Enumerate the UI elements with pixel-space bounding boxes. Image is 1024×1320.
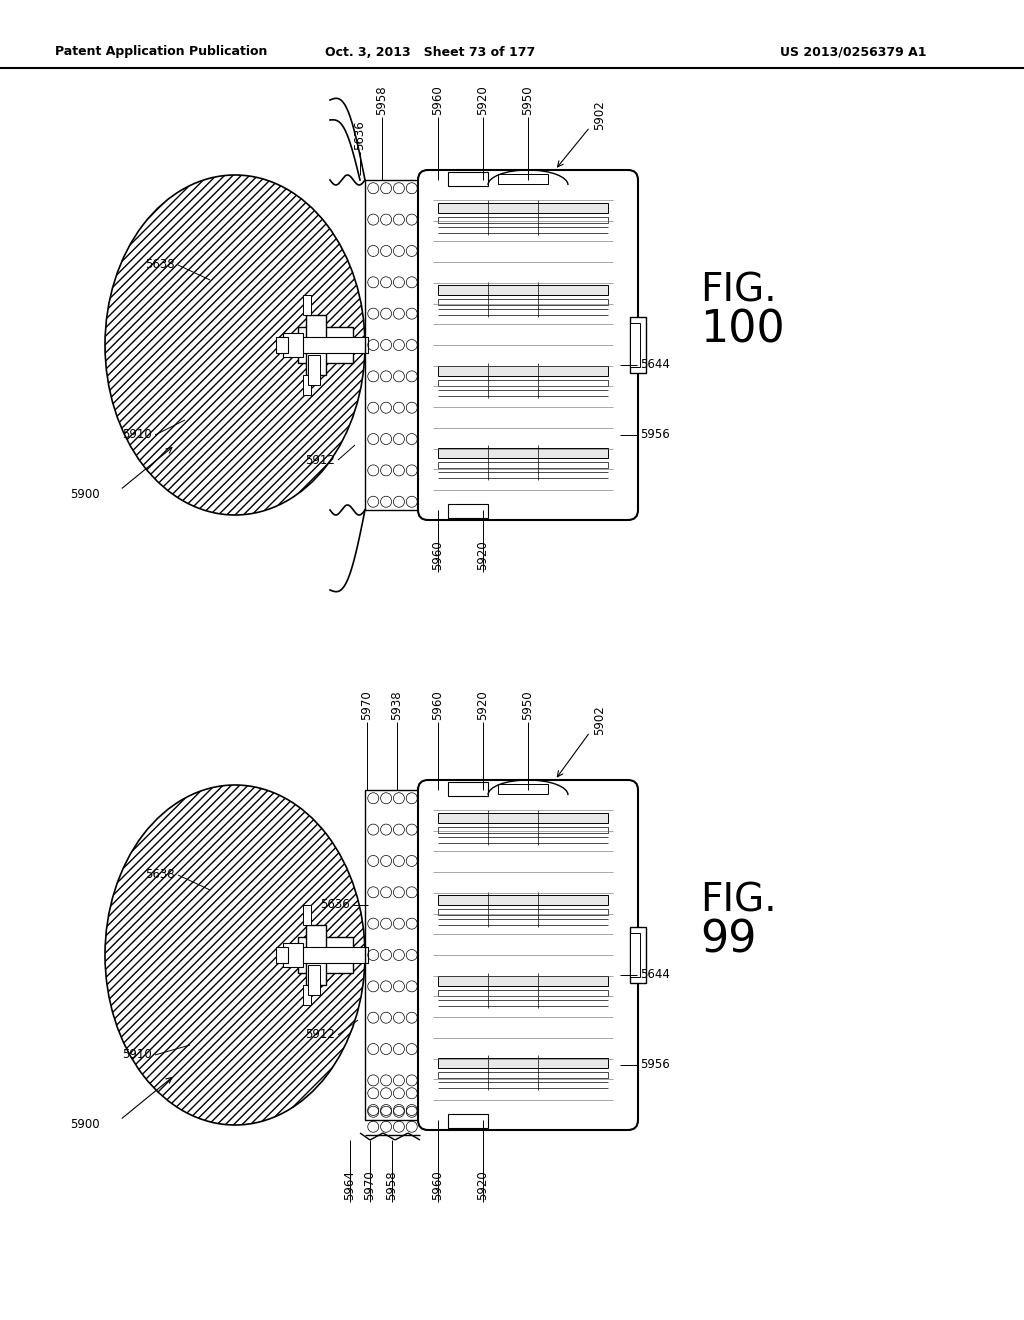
- Text: 5900: 5900: [71, 1118, 100, 1131]
- Bar: [630, 317, 646, 374]
- Ellipse shape: [105, 785, 365, 1125]
- Bar: [438, 908, 608, 915]
- Text: 5644: 5644: [640, 359, 670, 371]
- Text: 5912: 5912: [305, 454, 335, 466]
- Bar: [498, 784, 548, 795]
- Bar: [298, 327, 353, 363]
- Ellipse shape: [105, 176, 365, 515]
- Text: 5920: 5920: [476, 86, 489, 115]
- Bar: [283, 333, 303, 356]
- Text: 5958: 5958: [376, 86, 388, 115]
- Text: 5938: 5938: [390, 690, 403, 719]
- Bar: [438, 828, 608, 833]
- Text: 5902: 5902: [594, 100, 606, 129]
- Text: FIG.: FIG.: [700, 271, 776, 309]
- Text: 5960: 5960: [431, 86, 444, 115]
- Bar: [308, 965, 319, 995]
- Text: 5638: 5638: [145, 869, 175, 882]
- Text: 5644: 5644: [640, 969, 670, 982]
- Text: 5636: 5636: [353, 120, 367, 150]
- Text: 99: 99: [700, 919, 757, 961]
- Text: 5912: 5912: [305, 1028, 335, 1041]
- Bar: [306, 315, 326, 375]
- Bar: [276, 337, 288, 352]
- Bar: [303, 906, 311, 925]
- Bar: [449, 781, 488, 796]
- Text: 5970: 5970: [360, 690, 374, 719]
- Bar: [438, 380, 608, 387]
- Text: Oct. 3, 2013   Sheet 73 of 177: Oct. 3, 2013 Sheet 73 of 177: [325, 45, 536, 58]
- Text: 5950: 5950: [521, 690, 535, 719]
- FancyBboxPatch shape: [418, 780, 638, 1130]
- Bar: [293, 946, 368, 964]
- Bar: [365, 789, 420, 1119]
- Bar: [293, 337, 368, 352]
- Text: 5970: 5970: [364, 1171, 377, 1200]
- Bar: [276, 946, 288, 964]
- Text: FIG.: FIG.: [700, 880, 776, 919]
- Bar: [438, 203, 608, 213]
- Bar: [449, 504, 488, 517]
- Bar: [303, 294, 311, 315]
- Text: Patent Application Publication: Patent Application Publication: [55, 45, 267, 58]
- Bar: [303, 985, 311, 1005]
- Bar: [420, 789, 428, 1119]
- FancyBboxPatch shape: [418, 170, 638, 520]
- Bar: [630, 933, 640, 977]
- Bar: [449, 1114, 488, 1129]
- Bar: [438, 216, 608, 223]
- Bar: [438, 447, 608, 458]
- Text: 5920: 5920: [476, 540, 489, 570]
- Bar: [630, 323, 640, 367]
- Bar: [306, 925, 326, 985]
- Bar: [303, 375, 311, 395]
- Bar: [438, 1059, 608, 1068]
- Bar: [420, 180, 428, 510]
- Text: 5958: 5958: [385, 1171, 398, 1200]
- Text: 5902: 5902: [594, 705, 606, 735]
- Text: 5964: 5964: [343, 1170, 356, 1200]
- Text: 5920: 5920: [476, 690, 489, 719]
- Text: 100: 100: [700, 309, 784, 351]
- Bar: [438, 367, 608, 376]
- Text: 5960: 5960: [431, 690, 444, 719]
- Text: 5956: 5956: [640, 429, 670, 441]
- Bar: [438, 462, 608, 469]
- Text: US 2013/0256379 A1: US 2013/0256379 A1: [780, 45, 927, 58]
- Bar: [438, 1072, 608, 1078]
- Bar: [298, 937, 353, 973]
- Text: 5920: 5920: [476, 1171, 489, 1200]
- Text: 5638: 5638: [145, 259, 175, 272]
- Text: 5950: 5950: [521, 86, 535, 115]
- Text: 5910: 5910: [122, 1048, 152, 1061]
- Text: 5960: 5960: [431, 1171, 444, 1200]
- Bar: [283, 942, 303, 968]
- Bar: [438, 895, 608, 904]
- Bar: [630, 927, 646, 983]
- Bar: [498, 174, 548, 183]
- Text: 5636: 5636: [321, 899, 350, 912]
- Bar: [438, 298, 608, 305]
- Text: 5956: 5956: [640, 1059, 670, 1072]
- Bar: [438, 813, 608, 822]
- Bar: [308, 355, 319, 385]
- Text: 5900: 5900: [71, 488, 100, 502]
- Bar: [438, 990, 608, 997]
- Text: 5910: 5910: [122, 429, 152, 441]
- Bar: [438, 285, 608, 294]
- Text: 5960: 5960: [431, 540, 444, 570]
- Bar: [365, 180, 420, 510]
- Bar: [449, 172, 488, 186]
- Bar: [438, 977, 608, 986]
